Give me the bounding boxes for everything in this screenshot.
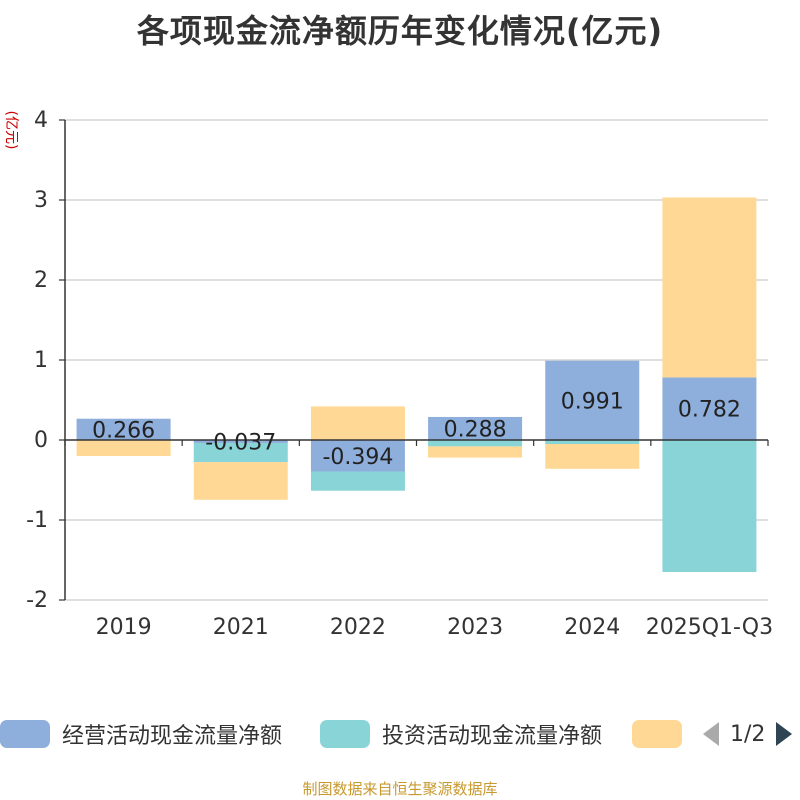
data-label: 0.266: [92, 418, 155, 443]
legend-item-investing[interactable]: 投资活动现金流量净额: [320, 712, 602, 756]
bars-group: [76, 197, 757, 572]
x-tick-label: 2021: [213, 615, 269, 640]
bar-financing-2022: [310, 406, 405, 440]
cash-flow-chart: 4 3 2 1 0 -1 -2 2019 2021 2022 2023 2024 2025Q1-Q3 0.…: [26, 108, 773, 640]
x-tick-label: 2025Q1-Q3: [646, 615, 773, 640]
y-tick-label: 1: [34, 348, 48, 373]
bar-investing-2025Q1-Q3: [662, 440, 757, 572]
bar-financing-2019: [76, 440, 171, 456]
bar-investing-2021: [193, 442, 288, 463]
bar-financing-2023: [428, 446, 523, 458]
bar-financing-2024: [545, 444, 640, 469]
data-label: -0.394: [322, 445, 393, 470]
x-tick-label: 2023: [447, 615, 503, 640]
bar-operating-2023: [428, 416, 523, 440]
bar-investing-2022: [310, 471, 405, 491]
bar-investing-2023: [428, 440, 523, 447]
data-source-note: 制图数据来自恒生聚源数据库: [302, 780, 498, 798]
x-tick-label: 2019: [96, 615, 152, 640]
y-tick-label: 0: [34, 428, 48, 453]
legend-item-financing[interactable]: [632, 712, 694, 756]
legend-pager: 1/2: [702, 712, 793, 756]
y-tick-label: 3: [34, 188, 48, 213]
x-tick-label: 2022: [330, 615, 386, 640]
legend-label-investing: 投资活动现金流量净额: [382, 724, 603, 749]
data-label: -0.037: [205, 430, 276, 455]
prev-page-icon[interactable]: [702, 721, 720, 747]
data-label: 0.288: [444, 417, 507, 442]
bar-investing-2024: [545, 440, 640, 444]
legend-swatch-investing: [320, 720, 370, 748]
y-tick-label: -1: [26, 508, 48, 533]
bar-operating-2019: [76, 418, 171, 440]
y-tick-label: 4: [34, 108, 48, 133]
x-tick-label: 2024: [564, 615, 620, 640]
bar-operating-2024: [545, 360, 640, 440]
legend-page-indicator: 1/2: [730, 721, 766, 747]
bar-financing-2025Q1-Q3: [662, 197, 757, 378]
bar-operating-2022: [310, 440, 405, 472]
legend: 经营活动现金流量净额 投资活动现金流量净额 1/2: [0, 712, 800, 756]
next-page-icon[interactable]: [775, 721, 793, 747]
bar-financing-2021: [193, 462, 288, 500]
data-label: 0.991: [561, 389, 624, 414]
legend-swatch-financing: [632, 720, 682, 748]
legend-item-operating[interactable]: 经营活动现金流量净额: [0, 712, 282, 756]
data-label: 0.782: [678, 398, 741, 423]
y-tick-label: 2: [34, 268, 48, 293]
legend-label-operating: 经营活动现金流量净额: [62, 724, 283, 749]
y-tick-label: -2: [26, 588, 48, 613]
bar-operating-2025Q1-Q3: [662, 377, 757, 440]
bar-operating-2021: [193, 440, 288, 443]
legend-swatch-operating: [0, 720, 50, 748]
chart-title: 各项现金流净额历年变化情况(亿元): [136, 12, 664, 50]
